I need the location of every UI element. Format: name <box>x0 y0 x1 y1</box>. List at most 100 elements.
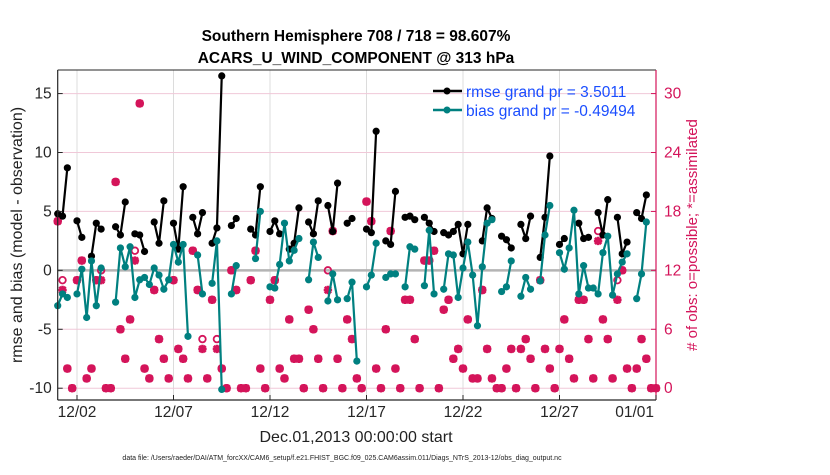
obs-assimilated-marker <box>96 275 106 285</box>
obs-assimilated-marker <box>391 364 400 373</box>
obs-assimilated-marker <box>526 354 535 363</box>
obs-assimilated-marker <box>309 325 318 334</box>
bias-point <box>498 287 506 296</box>
obs-assimilated-marker <box>236 384 246 393</box>
obs-assimilated-marker <box>280 374 289 383</box>
obs-assimilated-marker <box>564 354 574 363</box>
rmse-point <box>348 214 356 223</box>
obs-assimilated-marker <box>241 384 251 393</box>
obs-assimilated-marker <box>275 364 284 373</box>
obs-assimilated-marker <box>67 384 77 393</box>
bias-point <box>469 271 477 279</box>
obs-assimilated-marker <box>400 295 410 305</box>
rmse-point <box>526 212 535 220</box>
bias-point <box>411 245 419 253</box>
bias-point <box>290 246 298 254</box>
obs-assimilated-marker <box>140 364 149 373</box>
obs-assimilated-marker <box>511 384 521 393</box>
obs-assimilated-marker <box>415 384 424 393</box>
x-axis-label: Dec.01,2013 00:00:00 start <box>259 429 453 446</box>
bias-line <box>307 241 320 280</box>
bias-point <box>637 270 646 278</box>
rmse-point <box>633 209 641 217</box>
rmse-point <box>63 164 71 172</box>
obs-assimilated-marker <box>164 374 173 383</box>
obs-assimilated-marker <box>338 384 347 393</box>
obs-assimilated-marker <box>487 374 497 383</box>
rmse-point <box>140 247 149 256</box>
rmse-point <box>464 220 472 228</box>
bias-line <box>230 265 238 295</box>
legend: rmse grand pr = 3.5011 bias grand pr = -… <box>433 84 636 120</box>
obs-assimilated-marker <box>212 344 222 354</box>
rmse-point <box>483 204 491 212</box>
x-tick-label: 01/01 <box>615 404 654 421</box>
obs-assimilated-marker <box>72 275 82 285</box>
rmse-line <box>57 167 69 218</box>
bias-point <box>78 265 86 273</box>
obs-assimilated-marker <box>183 374 193 383</box>
bias-point <box>570 206 578 214</box>
bias-point <box>87 257 96 265</box>
obs-assimilated-marker <box>193 285 202 295</box>
rmse-point <box>343 219 351 227</box>
rmse-point <box>179 183 187 191</box>
obs-assimilated-marker <box>246 275 255 285</box>
bias-point <box>604 232 612 240</box>
bias-point <box>179 240 187 249</box>
obs-assimilated-marker <box>125 315 135 324</box>
obs-assimilated-marker <box>502 364 511 373</box>
rmse-point <box>73 217 81 225</box>
y-tick-label: -5 <box>38 321 52 338</box>
obs-assimilated-marker <box>352 374 362 383</box>
obs-assimilated-marker <box>347 334 357 344</box>
legend-rmse-marker <box>443 87 451 95</box>
legend-bias-label: bias grand pr = -0.49494 <box>466 103 636 120</box>
rmse-point <box>136 231 144 239</box>
obs-assimilated-marker <box>227 266 236 275</box>
rmse-point <box>155 239 163 247</box>
rmse-point <box>198 209 207 217</box>
obs-assimilated-marker <box>371 364 381 373</box>
bias-point <box>165 276 173 284</box>
obs-assimilated-marker <box>478 285 487 295</box>
bias-point <box>285 257 293 265</box>
bias-line <box>404 245 416 287</box>
bias-line <box>365 243 378 288</box>
y-tick-label: 5 <box>43 203 52 220</box>
obs-assimilated-marker <box>256 364 265 373</box>
x-tick-label: 12/12 <box>251 404 290 421</box>
obs-assimilated-marker <box>318 384 328 393</box>
rmse-point <box>594 209 602 217</box>
bias-point <box>92 302 100 310</box>
obs-assimilated-marker <box>87 364 96 373</box>
obs-assimilated-marker <box>434 384 444 393</box>
bias-point <box>502 283 511 291</box>
bias-point <box>546 201 554 210</box>
obs-possible-marker <box>58 275 67 285</box>
bias-point <box>488 216 496 224</box>
bias-point <box>526 285 535 293</box>
rmse-point <box>160 197 168 205</box>
rmse-point <box>92 219 100 227</box>
bias-point <box>565 244 573 252</box>
bias-point <box>150 264 158 272</box>
obs-assimilated-marker <box>111 177 120 187</box>
y-right-tick-label: 24 <box>664 145 682 162</box>
data-file-footer: data file: /Users/raeder/DAI/ATM_forcXX/… <box>122 455 562 462</box>
rmse-line <box>385 191 397 247</box>
rmse-point <box>169 219 178 227</box>
bias-point <box>194 251 202 259</box>
rmse-point <box>227 221 235 230</box>
rmse-point <box>517 220 525 228</box>
obs-assimilated-marker <box>453 344 463 354</box>
bias-point <box>536 277 544 285</box>
bias-point <box>155 271 163 279</box>
obs-assimilated-marker <box>203 374 212 383</box>
rmse-line <box>307 200 320 238</box>
bias-point <box>309 238 318 246</box>
x-tick-label: 12/07 <box>154 404 193 421</box>
obs-assimilated-marker <box>130 256 140 265</box>
bias-point <box>169 240 178 249</box>
